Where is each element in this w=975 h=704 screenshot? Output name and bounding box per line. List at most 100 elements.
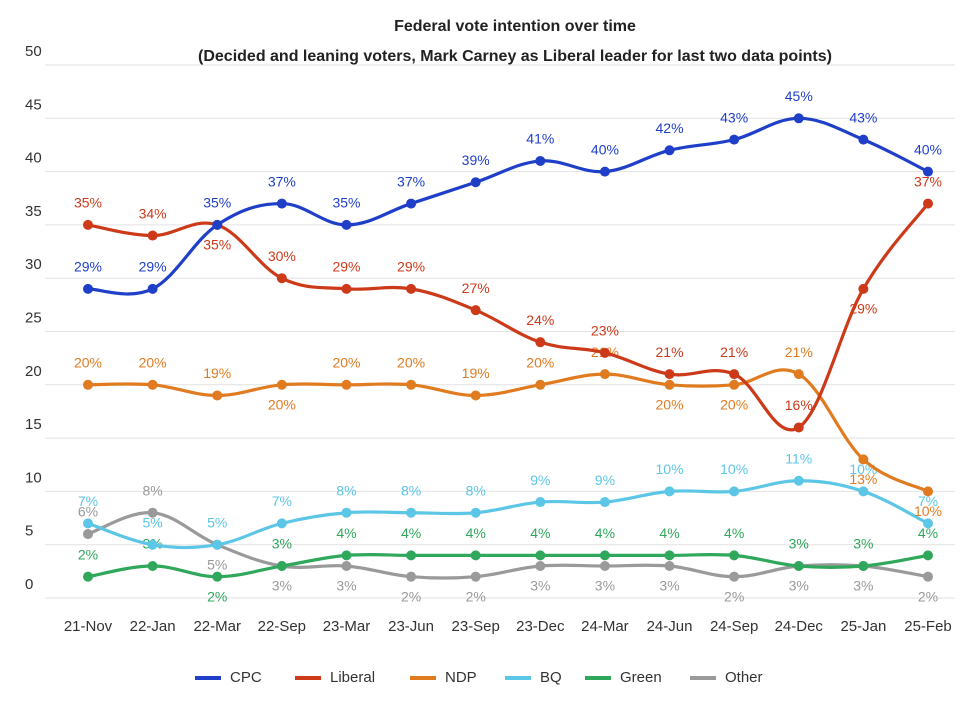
data-label: 41% [526,131,554,147]
data-label: 35% [74,195,102,211]
data-point [341,283,352,294]
data-label: 4% [918,525,938,541]
data-label: 4% [724,525,744,541]
y-tick-label: 30 [25,256,42,273]
data-point [599,550,610,561]
data-label: 19% [462,365,490,381]
data-label: 5% [142,514,162,530]
data-label: 3% [659,578,679,594]
data-label: 3% [530,578,550,594]
legend-label: Green [620,669,662,686]
data-point [599,561,610,572]
legend-label: Other [725,669,763,686]
data-label: 4% [401,525,421,541]
data-label: 20% [74,355,102,371]
data-label: 8% [401,482,421,498]
data-point [729,369,740,380]
data-point [664,379,675,390]
data-label: 4% [595,525,615,541]
y-tick-label: 35 [25,203,42,220]
data-point [147,539,158,550]
data-point [535,337,546,348]
data-point [599,347,610,358]
data-point [793,422,804,433]
data-label: 3% [272,578,292,594]
data-label: 8% [336,482,356,498]
data-point [406,283,417,294]
data-label: 35% [203,195,231,211]
data-label: 24% [526,312,554,328]
data-point [83,379,93,390]
data-point [341,507,352,518]
data-point [147,507,158,518]
data-point [923,571,933,582]
data-label: 43% [720,109,748,125]
data-label: 40% [914,141,942,157]
data-label: 20% [526,355,554,371]
data-label: 11% [785,450,812,466]
data-point [664,486,675,497]
x-tick-label: 24-Jun [647,618,693,635]
data-label: 8% [466,482,486,498]
data-point [83,529,93,540]
legend-label: NDP [445,669,477,686]
data-label: 4% [466,525,486,541]
data-label: 37% [914,173,942,189]
data-label: 7% [918,493,938,509]
data-point [858,134,869,145]
data-point [664,561,675,572]
data-point [923,518,933,529]
data-point [470,507,481,518]
data-label: 29% [849,301,877,317]
data-point [341,550,352,561]
data-label: 4% [659,525,679,541]
data-point [83,518,93,529]
x-tick-label: 23-Jun [388,618,434,635]
data-point [276,518,287,529]
data-point [535,155,546,166]
data-label: 43% [849,109,877,125]
data-label: 9% [530,472,550,488]
y-tick-label: 15 [25,416,42,433]
series-line [87,552,929,579]
data-point [793,475,804,486]
data-label: 4% [336,525,356,541]
data-label: 6% [78,504,98,520]
y-tick-label: 25 [25,309,42,326]
data-point [276,561,287,572]
x-tick-label: 22-Jan [130,618,176,635]
data-label: 16% [785,397,813,413]
data-point [858,283,869,294]
legend-label: Liberal [330,669,375,686]
data-label: 20% [656,397,684,413]
data-label: 45% [785,88,813,104]
data-label: 23% [591,323,619,339]
data-point [406,379,417,390]
data-label: 10% [656,461,684,477]
data-point [664,550,675,561]
data-point [729,134,740,145]
data-point [535,497,546,508]
legend-label: CPC [230,669,262,686]
y-tick-label: 5 [25,523,33,540]
data-point [470,390,481,401]
data-point [729,486,740,497]
data-point [83,571,93,582]
data-point [406,571,417,582]
data-label: 2% [401,588,421,604]
data-point [599,497,610,508]
data-point [341,379,352,390]
data-label: 37% [397,173,425,189]
x-tick-label: 24-Dec [775,618,824,635]
data-label: 3% [336,578,356,594]
data-label: 29% [397,259,425,275]
data-label: 21% [720,344,748,360]
x-tick-label: 25-Jan [840,618,886,635]
x-tick-label: 21-Nov [64,618,113,635]
data-label: 19% [203,365,231,381]
data-point [212,539,223,550]
x-tick-label: 23-Sep [452,618,500,635]
data-label: 4% [530,525,550,541]
x-tick-label: 25-Feb [904,618,952,635]
data-label: 7% [78,493,98,509]
